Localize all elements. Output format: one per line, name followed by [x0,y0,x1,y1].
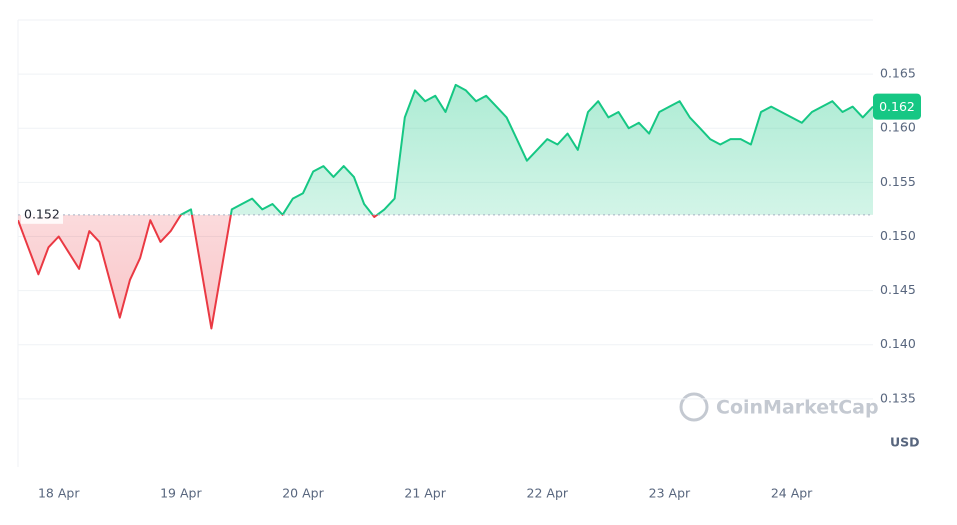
area-down [18,214,378,329]
watermark-logo [679,392,709,422]
watermark: CoinMarketCap [679,392,879,422]
x-tick-label: 21 Apr [404,486,446,501]
x-tick-label: 19 Apr [160,486,202,501]
line-down [18,214,379,330]
y-tick-label: 0.135 [880,390,916,405]
x-tick-label: 22 Apr [527,486,569,501]
y-tick-label: 0.165 [880,66,916,81]
x-tick-label: 18 Apr [38,486,80,501]
area-up [18,84,873,215]
unit-label: USD [890,435,920,450]
baseline-label-bg [21,205,63,224]
baseline-label: 0.152 [24,206,60,221]
y-tick-label: 0.155 [880,174,916,189]
price-tag [873,93,921,120]
y-tick-label: 0.140 [880,336,916,351]
watermark-text: CoinMarketCap [716,397,879,419]
line-up [179,83,873,215]
y-tick-label: 0.150 [880,228,916,243]
y-tick-label: 0.160 [880,120,916,135]
x-tick-label: 20 Apr [282,486,324,501]
price-tag-label: 0.162 [879,99,915,114]
x-tick-label: 23 Apr [649,486,691,501]
y-tick-label: 0.145 [880,282,916,297]
x-tick-label: 24 Apr [771,486,813,501]
